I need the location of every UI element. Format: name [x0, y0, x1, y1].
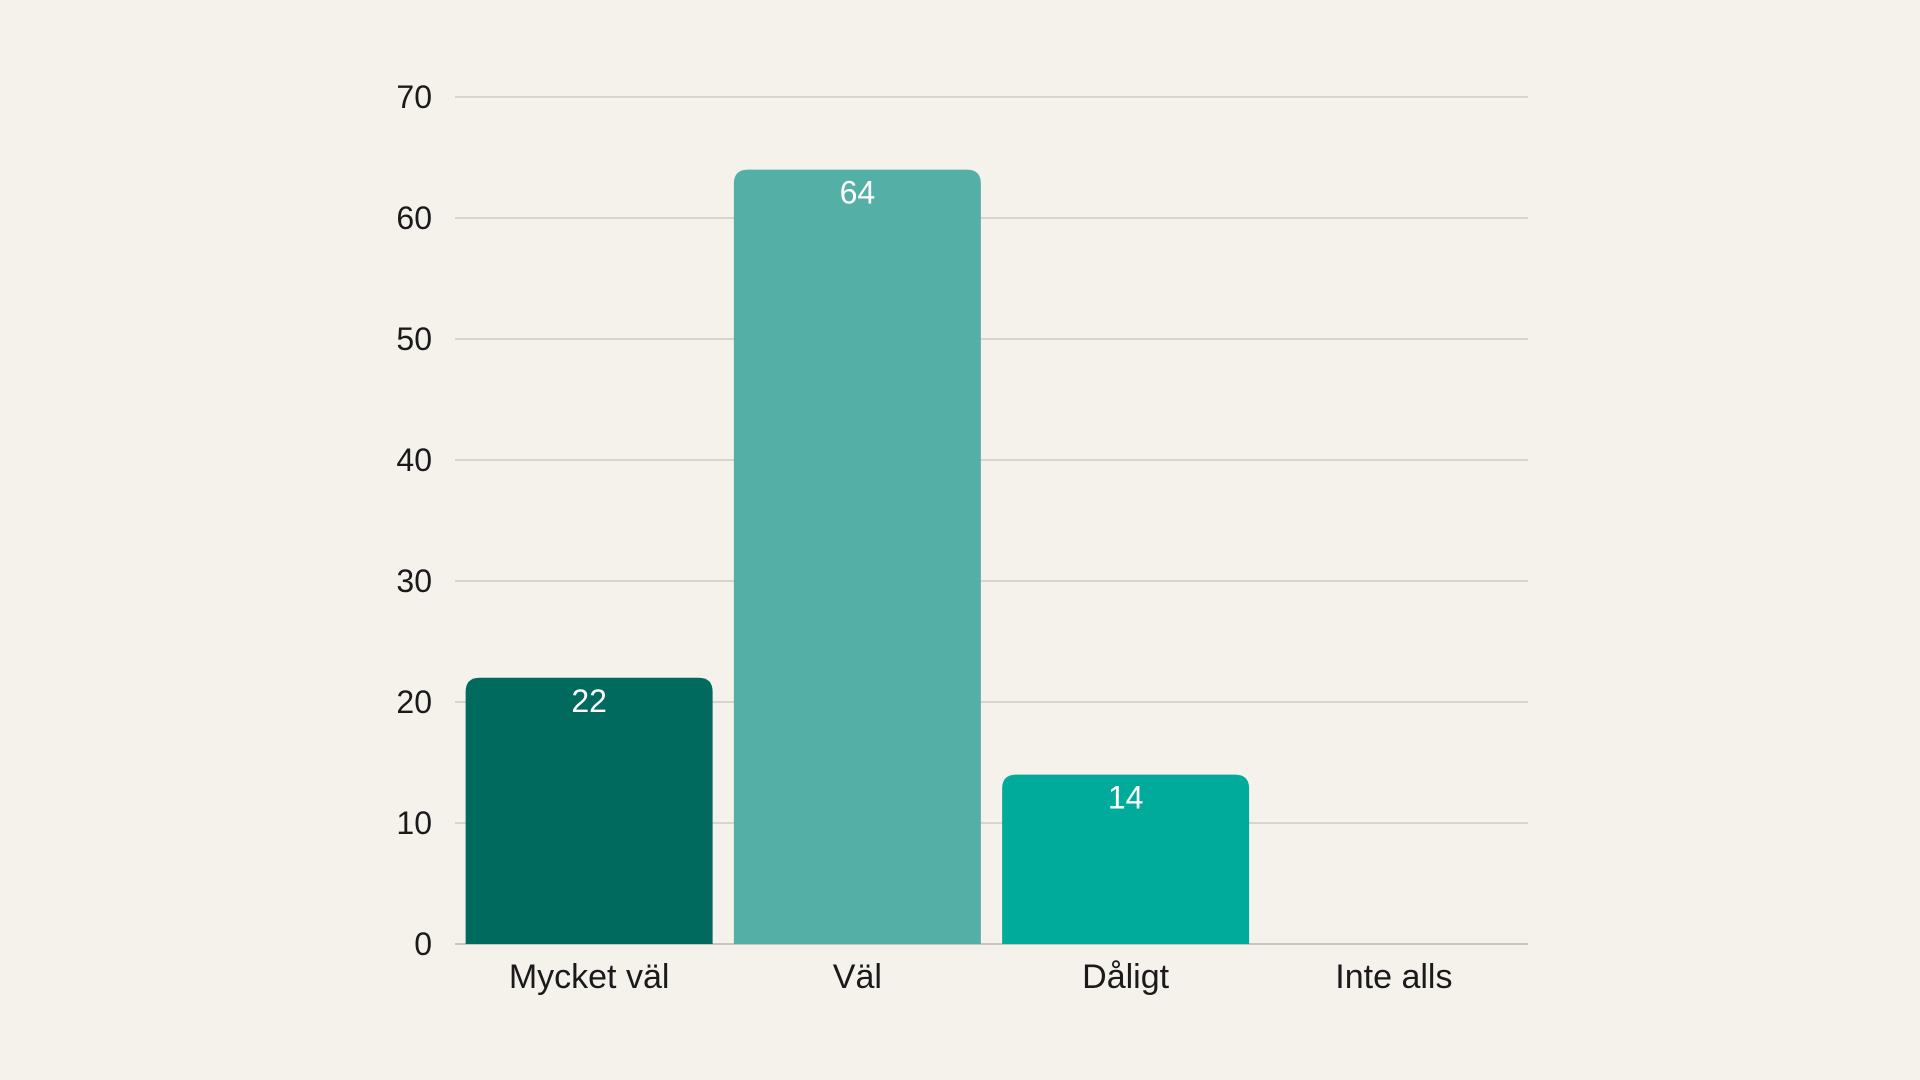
x-category-label: Inte alls — [1335, 958, 1452, 996]
x-axis-categories: Mycket väl Väl Dåligt Inte alls — [509, 958, 1453, 996]
bar-value-label: 14 — [1108, 780, 1144, 816]
y-tick-label: 40 — [396, 442, 432, 478]
bar-dåligt — [1002, 774, 1250, 944]
y-tick-label: 60 — [396, 200, 432, 236]
bar-value-label: 22 — [571, 683, 607, 719]
bars — [465, 169, 1250, 945]
bar-mycket-väl — [465, 677, 713, 944]
y-tick-label: 20 — [396, 684, 432, 720]
bar-väl — [733, 169, 981, 945]
y-axis-ticks: 0 10 20 30 40 50 60 70 — [396, 79, 432, 962]
y-tick-label: 0 — [414, 926, 432, 962]
x-category-label: Dåligt — [1082, 958, 1169, 996]
bar-value-label: 64 — [840, 175, 876, 211]
data-labels: 22 64 14 — [571, 175, 1143, 816]
y-tick-label: 50 — [396, 321, 432, 357]
y-tick-label: 30 — [396, 563, 432, 599]
y-tick-label: 10 — [396, 805, 432, 841]
x-category-label: Mycket väl — [509, 958, 670, 996]
y-tick-label: 70 — [396, 79, 432, 115]
x-category-label: Väl — [833, 958, 882, 996]
